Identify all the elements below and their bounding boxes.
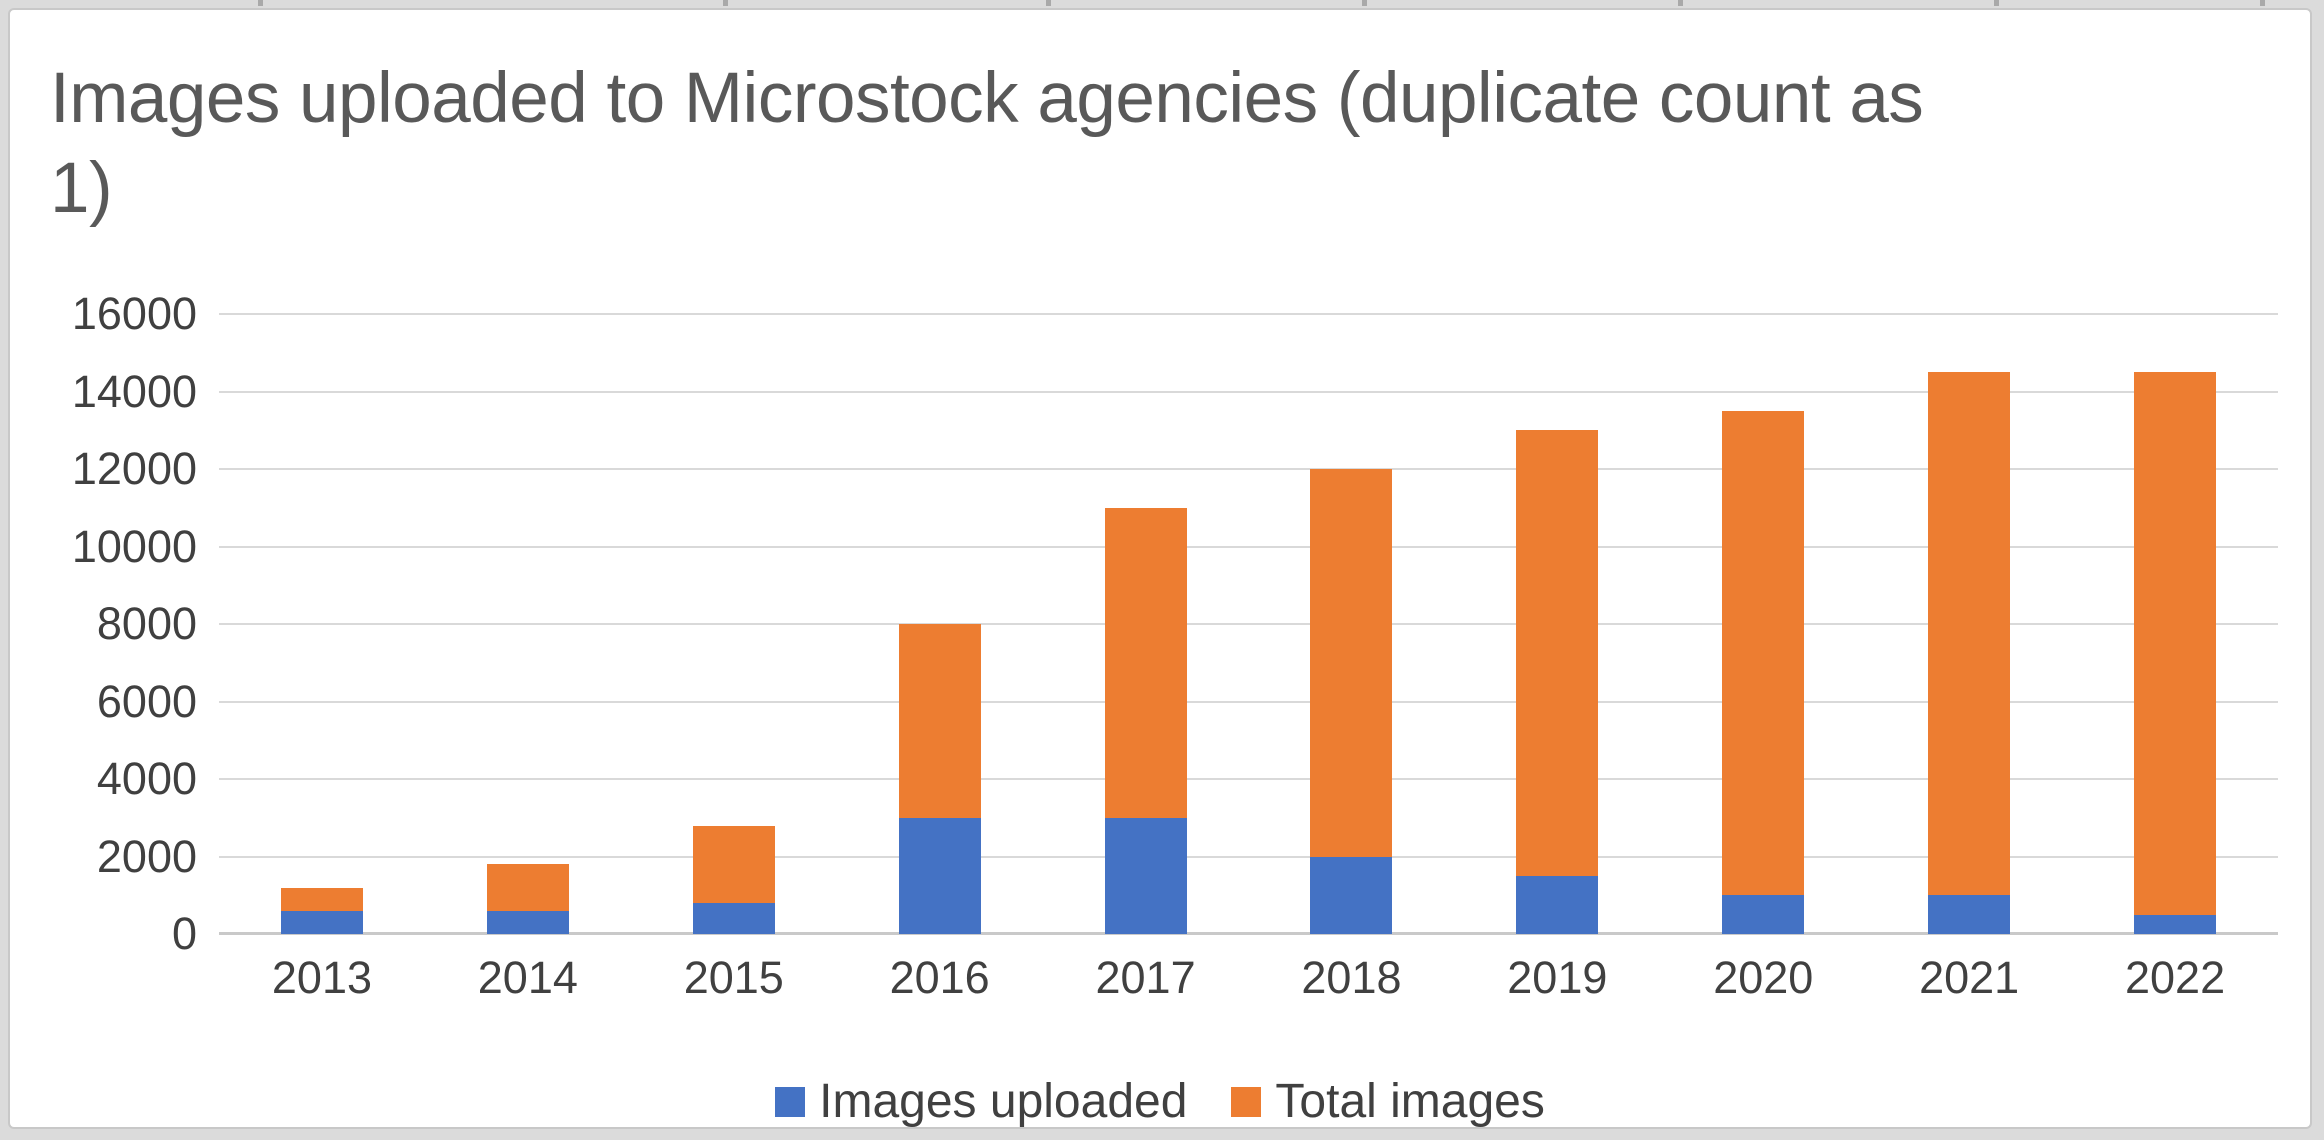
x-axis-tick-label-2022: 2022 <box>2124 952 2226 1003</box>
bar-segment-images-uploaded-2020 <box>1722 895 1805 934</box>
bar-segment-images-uploaded-2017 <box>1104 817 1187 934</box>
bar-segment-total-images-2018 <box>1310 469 1393 857</box>
bar-2021 <box>1928 372 2011 934</box>
bar-segment-images-uploaded-2018 <box>1310 856 1393 934</box>
x-axis-tick-label-2014: 2014 <box>477 952 578 1003</box>
legend: Images uploaded Total images <box>10 1074 2310 1129</box>
bar-segment-total-images-2015 <box>692 825 775 903</box>
x-axis: 2013 2014 2015 2016 2017 2018 2019 2020 2021 2022 <box>219 950 2278 1010</box>
y-axis-tick-label: 8000 <box>96 598 197 649</box>
bar-segment-total-images-2020 <box>1722 410 1805 896</box>
top-edge-tick <box>2260 0 2265 6</box>
gridline <box>219 855 2278 858</box>
y-axis: 0 2000 4000 6000 8000 10000 12000 14000 16000 <box>10 288 197 959</box>
bar-2018 <box>1310 469 1393 934</box>
gridline <box>219 778 2278 780</box>
gridline <box>219 390 2278 393</box>
x-axis-tick-label-2020: 2020 <box>1713 952 1814 1003</box>
bar-segment-images-uploaded-2019 <box>1516 875 1599 934</box>
bar-2019 <box>1516 430 1599 934</box>
chart-title-line-2: 1) <box>50 149 113 228</box>
bar-segment-total-images-2013 <box>280 887 363 911</box>
bar-segment-images-uploaded-2016 <box>898 817 981 934</box>
bar-2016 <box>898 624 981 934</box>
x-axis-tick-label-2017: 2017 <box>1095 952 1196 1003</box>
legend-swatch-images-uploaded <box>775 1086 806 1117</box>
top-edge-tick <box>1362 0 1367 6</box>
x-axis-tick-label-2021: 2021 <box>1919 952 2020 1003</box>
bar-segment-images-uploaded-2021 <box>1928 895 2011 934</box>
plot-area <box>219 313 2278 935</box>
bar-segment-images-uploaded-2022 <box>2134 914 2217 934</box>
top-edge-tick <box>1046 0 1051 6</box>
bar-segment-images-uploaded-2014 <box>486 910 569 934</box>
bar-2014 <box>486 864 569 934</box>
y-axis-tick-label: 12000 <box>71 443 197 494</box>
bar-segment-total-images-2019 <box>1516 430 1599 876</box>
x-axis-line <box>219 932 2278 935</box>
legend-label: Total images <box>1275 1075 1545 1128</box>
y-axis-tick-label: 0 <box>171 908 197 959</box>
legend-label: Images uploaded <box>819 1075 1188 1128</box>
x-axis-tick-label-2016: 2016 <box>889 952 990 1003</box>
x-axis-tick-label-2015: 2015 <box>683 952 784 1003</box>
chart-title: Images uploaded to Microstock agencies (… <box>50 54 2280 234</box>
y-axis-tick-label: 16000 <box>71 288 197 339</box>
bar-2022 <box>2134 372 2217 934</box>
bar-segment-total-images-2016 <box>898 624 981 818</box>
bar-segment-total-images-2022 <box>2134 372 2217 915</box>
bar-2020 <box>1722 410 1805 934</box>
gridline <box>219 545 2278 548</box>
y-axis-tick-label: 4000 <box>96 753 197 804</box>
x-axis-tick-label-2018: 2018 <box>1301 952 1402 1003</box>
gridline <box>219 700 2278 703</box>
y-axis-tick-label: 14000 <box>71 365 197 417</box>
y-axis-tick-label: 6000 <box>96 675 197 727</box>
bar-2017 <box>1104 507 1187 934</box>
top-edge-tick <box>723 0 728 6</box>
gridline <box>219 313 2278 315</box>
gridline <box>219 468 2278 470</box>
top-edge-tick <box>1678 0 1683 6</box>
legend-item-total-images: Total images <box>1231 1074 1545 1129</box>
chart-title-line-1: Images uploaded to Microstock agencies (… <box>50 59 1924 138</box>
y-axis-tick-label: 2000 <box>96 830 197 882</box>
bar-segment-total-images-2014 <box>486 864 569 911</box>
top-edge-tick <box>1994 0 1999 6</box>
y-axis-tick-label: 10000 <box>71 520 197 572</box>
chart-card: Images uploaded to Microstock agencies (… <box>8 8 2312 1129</box>
gridline <box>219 623 2278 625</box>
top-edge-tick <box>258 0 263 6</box>
legend-item-images-uploaded: Images uploaded <box>775 1074 1187 1129</box>
bar-2013 <box>280 887 363 934</box>
bar-segment-images-uploaded-2015 <box>692 903 775 934</box>
bar-segment-images-uploaded-2013 <box>280 910 363 934</box>
bar-2015 <box>692 825 775 934</box>
x-axis-tick-label-2019: 2019 <box>1507 952 1608 1003</box>
legend-swatch-total-images <box>1231 1086 1262 1117</box>
x-axis-tick-label-2013: 2013 <box>271 952 372 1003</box>
bar-segment-total-images-2017 <box>1104 507 1187 818</box>
bar-segment-total-images-2021 <box>1928 372 2011 896</box>
